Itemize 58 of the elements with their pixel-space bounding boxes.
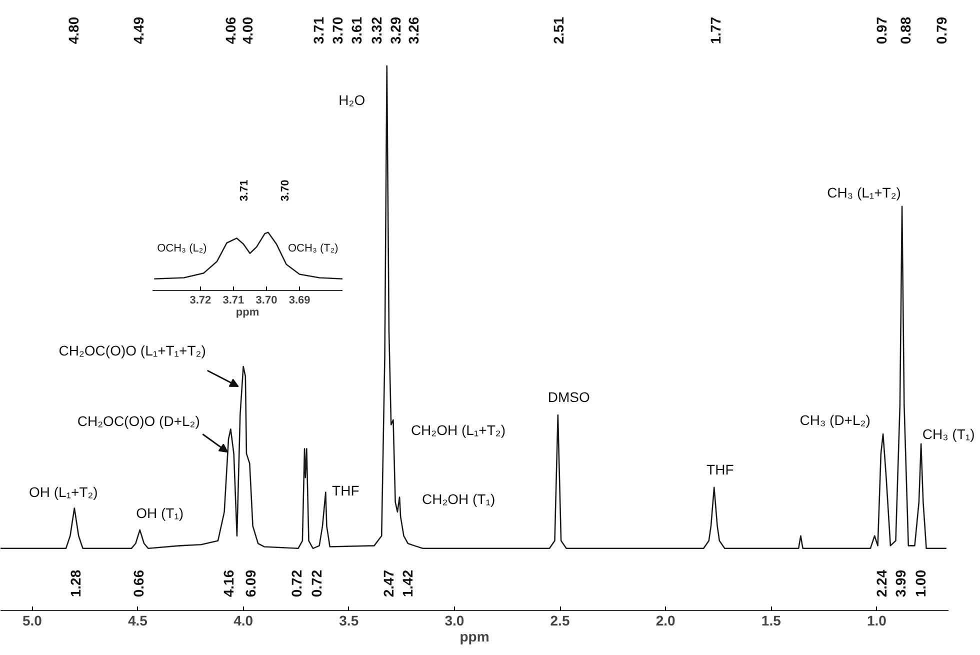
annotation: 3.71 bbox=[238, 180, 250, 202]
x-tick-label: 3.70 bbox=[256, 294, 278, 306]
x-axis-title: ppm bbox=[460, 628, 490, 644]
annotation: 3.99 bbox=[892, 570, 908, 598]
x-tick-label: 3.5 bbox=[339, 612, 359, 628]
x-tick-label: 2.0 bbox=[656, 612, 676, 628]
x-tick-label: 5.0 bbox=[22, 612, 42, 628]
annotation: 4.16 bbox=[220, 570, 236, 598]
text: 3.71 bbox=[310, 16, 326, 44]
annotation: 1.28 bbox=[68, 570, 84, 598]
annotation: OCH₃ (T₂) bbox=[288, 242, 338, 254]
annotation: THF bbox=[332, 482, 360, 498]
text: 0.97 bbox=[874, 16, 890, 44]
annotation: 0.72 bbox=[288, 570, 304, 598]
annotation: OH (T₁) bbox=[136, 504, 184, 521]
annotation: 0.66 bbox=[130, 570, 146, 598]
x-axis-title: ppm bbox=[236, 306, 260, 318]
x-tick-label: 3.0 bbox=[444, 612, 464, 628]
text: 3.61 bbox=[348, 16, 364, 44]
annotation: CH₃ (T₁) bbox=[922, 425, 975, 444]
x-tick-label: 1.0 bbox=[866, 612, 887, 628]
annotation: 3.70 bbox=[280, 180, 292, 202]
text: 3.32 bbox=[368, 16, 384, 44]
text: 4.49 bbox=[130, 16, 146, 44]
text: 1.77 bbox=[708, 16, 724, 44]
annotation: THF bbox=[706, 461, 734, 478]
annotation: CH₂OC(O)O (L₁+T₁+T₂) bbox=[58, 342, 206, 358]
annotation: 6.09 bbox=[242, 570, 258, 598]
annotation: OCH₃ (L₂) bbox=[157, 242, 207, 254]
annotation: 2.24 bbox=[874, 570, 890, 598]
annotation: CH₂OH (L₁+T₂) bbox=[410, 422, 506, 438]
annotation: 2.47 bbox=[380, 570, 396, 598]
annotation: CH₃ (D+L₂) bbox=[800, 412, 870, 428]
text: 0.79 bbox=[934, 16, 950, 44]
annotation: CH₂OC(O)O (D+L₂) bbox=[77, 413, 200, 430]
annotation: 1.42 bbox=[400, 570, 416, 598]
text: 4.00 bbox=[240, 16, 256, 44]
x-tick-label: 4.5 bbox=[128, 612, 148, 628]
annotation: 1.00 bbox=[912, 570, 928, 598]
annotation: H₂O bbox=[338, 92, 366, 108]
text: 3.26 bbox=[406, 16, 422, 44]
text: 4.80 bbox=[66, 16, 82, 44]
text: 2.51 bbox=[550, 16, 566, 44]
x-tick-label: 4.0 bbox=[234, 612, 254, 628]
annotation: CH₃ (L₁+T₂) bbox=[827, 184, 901, 200]
annotation: DMSO bbox=[548, 388, 590, 405]
text: 3.70 bbox=[330, 16, 346, 44]
x-tick-label: 2.5 bbox=[550, 612, 570, 628]
text: 4.06 bbox=[222, 16, 238, 44]
annotation: CH₂OH (T₁) bbox=[422, 491, 496, 508]
x-tick-label: 3.69 bbox=[288, 294, 310, 306]
annotation: OH (L₁+T₂) bbox=[28, 484, 98, 500]
x-tick-label: 3.72 bbox=[190, 294, 212, 306]
x-tick-label: 3.71 bbox=[222, 294, 244, 306]
text: 3.29 bbox=[388, 16, 404, 44]
text: 0.88 bbox=[898, 16, 914, 44]
annotation: 0.72 bbox=[308, 570, 324, 598]
x-tick-label: 1.5 bbox=[761, 612, 782, 628]
